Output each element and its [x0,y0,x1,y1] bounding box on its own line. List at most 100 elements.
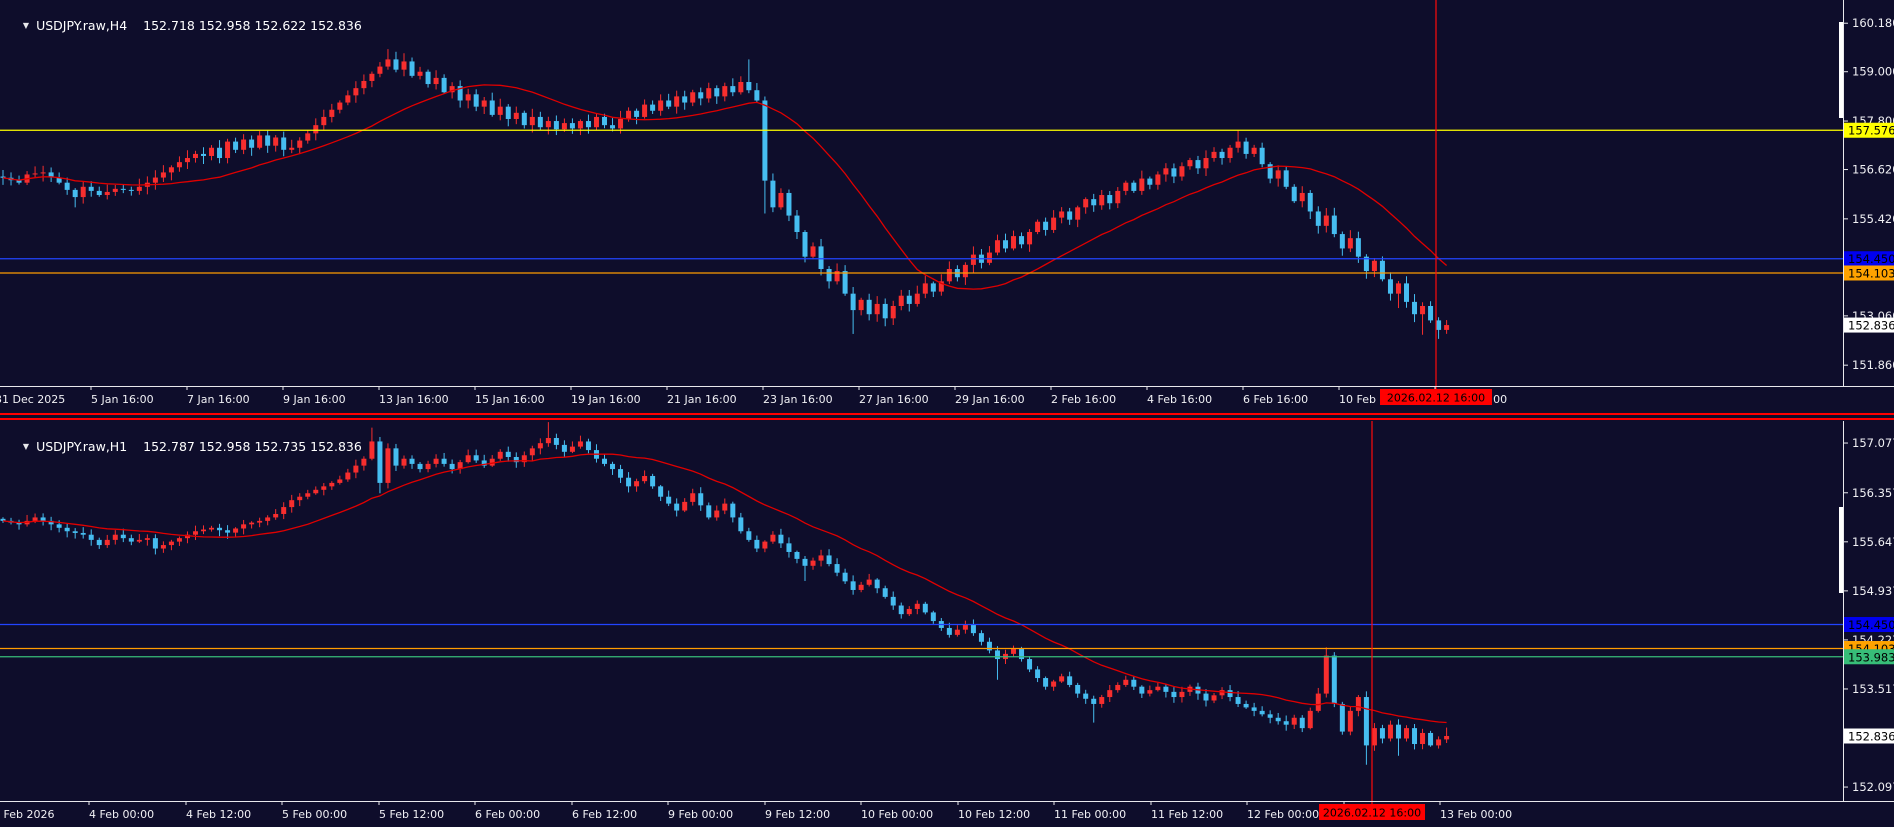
candle-body [859,300,864,310]
candle-body [1035,669,1040,678]
candle-body [811,246,816,256]
candle-body [345,473,350,480]
candle-body [1388,725,1393,739]
candle-body [570,447,575,452]
candle-body [1091,199,1096,205]
candle-body [851,581,856,590]
candle-body [674,96,679,106]
price-tick-label: 155.647 [1852,535,1894,549]
price-scale[interactable]: 157.077156.357155.647154.937154.227153.5… [1843,436,1894,794]
candle-body [418,72,423,76]
candle-body [1340,704,1345,732]
candle-body [1252,707,1257,710]
price-scale[interactable]: 160.180159.000157.800156.620155.420154.2… [1843,16,1894,372]
candle-body [1420,733,1425,744]
candle-body [714,511,719,518]
candle-body [1396,283,1401,293]
candle-body [1292,187,1297,201]
candle-body [770,535,775,542]
time-axis[interactable]: 3 Feb 20264 Feb 00:004 Feb 12:005 Feb 00… [0,801,1512,821]
candle-body [658,100,663,110]
time-label: 13 Jan 16:00 [379,393,449,406]
candle-body [1444,325,1449,330]
candle-body [610,464,615,469]
candle-body [1091,699,1096,704]
scale-range-thumb[interactable] [1839,22,1843,118]
chart-title-h4: ▼USDJPY.raw,H4152.718 152.958 152.622 15… [7,3,362,48]
candle-body [650,105,655,111]
scale-range-thumb[interactable] [1839,507,1843,593]
candle-body [1155,687,1160,690]
h4-chart-canvas[interactable]: 31 Dec 20255 Jan 16:007 Jan 16:009 Jan 1… [0,0,1894,411]
time-label: 7 Jan 16:00 [187,393,250,406]
candle-body [1115,685,1120,690]
candle-body [1276,170,1281,178]
candle-body [1179,692,1184,697]
candle-body [1380,261,1385,279]
candle-body [1123,183,1128,191]
level-price-badge-label: 154.103 [1848,266,1894,280]
candle-body [1195,160,1200,168]
candle-body [1420,306,1425,314]
candle-body [281,137,286,149]
candle-body [867,580,872,585]
candle-body [722,86,727,96]
candle-body [1131,680,1136,687]
candle-body [883,304,888,318]
candle-body [361,81,366,88]
current-price-badge-label: 152.836 [1848,730,1894,744]
collapse-arrow-icon[interactable]: ▼ [23,442,29,451]
candle-body [714,88,719,96]
candle-body [273,137,278,145]
candle-body [546,121,551,127]
time-axis[interactable]: 31 Dec 20255 Jan 16:007 Jan 16:009 Jan 1… [0,386,1507,406]
candle-body [1067,211,1072,219]
candle-body [578,441,583,446]
time-label: 11 Feb 12:00 [1151,808,1223,821]
candle-body [562,445,567,452]
candle-body [1380,728,1385,738]
candle-body [1364,697,1369,745]
candle-body [490,459,495,466]
level-price-badge-label: 154.450 [1848,618,1894,632]
candle-body [610,125,615,128]
candle-body [241,140,246,150]
candle-body [1019,649,1024,659]
time-label: 9 Feb 12:00 [765,808,830,821]
moving-average-line[interactable] [3,454,1447,722]
candle-body [1300,193,1305,201]
candle-body [1139,179,1144,191]
candle-body [843,573,848,582]
h1-chart-canvas[interactable]: 3 Feb 20264 Feb 00:004 Feb 12:005 Feb 00… [0,421,1894,827]
candle-body [177,162,182,167]
candle-body [1324,216,1329,226]
candle-body [193,531,198,534]
plot-area[interactable] [0,422,1843,765]
candle-body [410,61,415,75]
candle-body [1340,234,1345,248]
candle-body [137,187,142,191]
candle-body [1276,718,1281,721]
candle-body [979,633,984,642]
candle-body [402,61,407,69]
candle-body [738,517,743,531]
candle-body [1155,174,1160,184]
price-tick-label: 152.097 [1852,780,1894,794]
candle-body [1027,232,1032,244]
candle-body [1228,148,1233,158]
candlesticks[interactable] [1,49,1450,339]
candle-body [698,92,703,98]
ohlc-values: 152.787 152.958 152.735 152.836 [143,439,362,454]
time-label: 5 Feb 00:00 [282,808,347,821]
candle-body [907,609,912,614]
candle-body [530,117,535,125]
collapse-arrow-icon[interactable]: ▼ [23,21,29,30]
candlesticks[interactable] [1,422,1450,765]
candle-body [1067,676,1072,685]
plot-area[interactable] [0,49,1843,339]
candle-body [538,117,543,127]
candle-body [634,111,639,117]
candle-body [377,441,382,482]
current-price-badge-label: 152.836 [1848,319,1894,333]
candle-body [1428,306,1433,320]
